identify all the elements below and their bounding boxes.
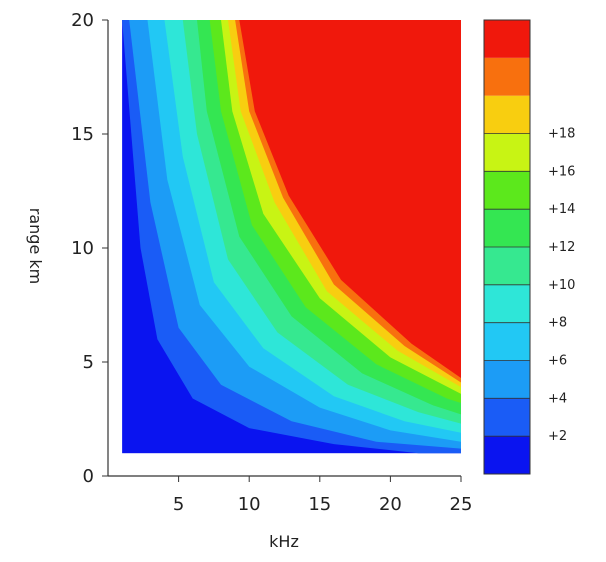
colorbar-segment-9 <box>484 133 530 172</box>
x-tick-label: 5 <box>173 494 184 515</box>
contour-band-12 <box>239 20 461 378</box>
x-axis: 5 10 15 20 25 <box>173 476 473 515</box>
colorbar-segment-11 <box>484 57 530 96</box>
colorbar-segment-5 <box>484 284 530 323</box>
x-tick-label: 10 <box>238 494 261 515</box>
colorbar-label: +12 <box>548 240 575 255</box>
colorbar-label: +14 <box>548 202 575 217</box>
colorbar-label: +16 <box>548 164 575 179</box>
colorbar: +2 +4 +6 +8 +10 +12 +14 +16 +18 <box>483 19 575 475</box>
y-axis: 0 5 10 15 20 <box>71 10 108 487</box>
x-tick-label: 25 <box>450 494 473 515</box>
plot-area <box>107 20 462 477</box>
colorbar-segment-6 <box>484 247 530 285</box>
y-axis-title: range km <box>26 208 45 284</box>
colorbar-label: +4 <box>548 391 567 406</box>
y-tick-label: 20 <box>71 10 94 31</box>
colorbar-segment-12 <box>484 20 530 58</box>
y-tick-label: 15 <box>71 124 94 145</box>
colorbar-segment-10 <box>484 95 530 134</box>
colorbar-segment-3 <box>484 360 530 399</box>
colorbar-label: +6 <box>548 354 567 369</box>
colorbar-segment-1 <box>484 436 530 474</box>
y-tick-label: 10 <box>71 238 94 259</box>
colorbar-frame <box>483 19 531 475</box>
colorbar-segment-8 <box>484 171 530 210</box>
y-tick-label: 0 <box>83 466 94 487</box>
x-axis-title: kHz <box>269 532 299 551</box>
colorbar-label: +8 <box>548 316 567 331</box>
colorbar-segment-2 <box>484 398 530 437</box>
colorbar-label: +2 <box>548 429 567 444</box>
colorbar-segment-4 <box>484 322 530 361</box>
colorbar-segment-7 <box>484 209 530 247</box>
x-tick-label: 15 <box>308 494 331 515</box>
y-tick-label: 5 <box>83 352 94 373</box>
colorbar-label: +18 <box>548 127 575 142</box>
colorbar-label: +10 <box>548 278 575 293</box>
x-tick-label: 20 <box>379 494 402 515</box>
